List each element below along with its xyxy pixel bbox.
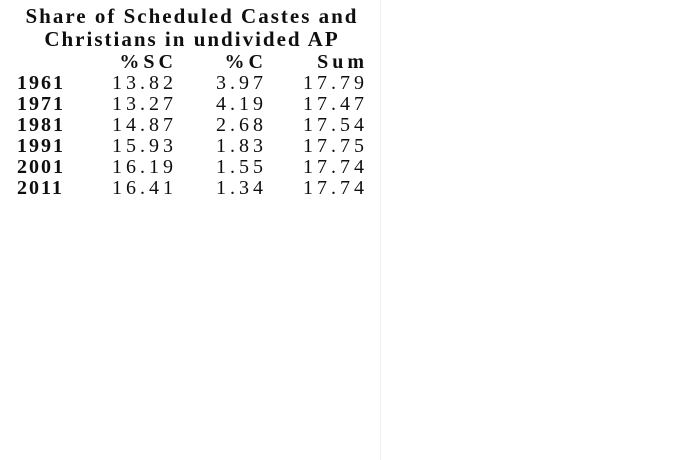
year-cell: 1971 <box>17 93 65 115</box>
sum-value-cell: 17.54 <box>303 114 368 136</box>
chart-title-line2: Christians in undivided AP <box>44 27 340 51</box>
header-sc-cell: %SC <box>119 51 177 73</box>
sc-value-cell: 13.82 <box>112 72 177 94</box>
sum-value-cell: 17.47 <box>303 93 368 115</box>
table-panel: Share of Scheduled Castes and Christians… <box>0 5 384 199</box>
chart-title-line1: Share of Scheduled Castes and <box>25 4 359 28</box>
year-cell: 1981 <box>17 114 65 136</box>
year-cell: 2001 <box>17 156 65 178</box>
c-value-cell: 1.34 <box>216 177 267 199</box>
table-row: 1961 13.82 3.97 17.79 <box>0 73 384 94</box>
year-cell: 1991 <box>17 135 65 157</box>
sum-value-cell: 17.74 <box>303 156 368 178</box>
table-row: 2011 16.41 1.34 17.74 <box>0 178 384 199</box>
c-value-cell: 1.83 <box>216 135 267 157</box>
c-value-cell: 2.68 <box>216 114 267 136</box>
sc-value-cell: 16.41 <box>112 177 177 199</box>
header-c-cell: %C <box>224 51 267 73</box>
sc-value-cell: 13.27 <box>112 93 177 115</box>
table-row: 1991 15.93 1.83 17.75 <box>0 136 384 157</box>
table-row: 1981 14.87 2.68 17.54 <box>0 115 384 136</box>
sc-value-cell: 15.93 <box>112 135 177 157</box>
c-value-cell: 4.19 <box>216 93 267 115</box>
c-value-cell: 1.55 <box>216 156 267 178</box>
table-row: 1971 13.27 4.19 17.47 <box>0 94 384 115</box>
table-row: 2001 16.19 1.55 17.74 <box>0 157 384 178</box>
sum-value-cell: 17.79 <box>303 72 368 94</box>
header-year-cell <box>0 52 70 73</box>
header-sum-cell: Sum <box>317 51 368 73</box>
chart-title: Share of Scheduled Castes and Christians… <box>0 5 384 51</box>
sum-value-cell: 17.74 <box>303 177 368 199</box>
year-cell: 2011 <box>17 177 64 199</box>
sum-value-cell: 17.75 <box>303 135 368 157</box>
content-boundary-line <box>380 0 381 460</box>
sc-value-cell: 14.87 <box>112 114 177 136</box>
c-value-cell: 3.97 <box>216 72 267 94</box>
sc-value-cell: 16.19 <box>112 156 177 178</box>
data-table: %SC %C Sum 1961 13.82 3.97 17.79 1971 13… <box>0 52 384 199</box>
table-header-row: %SC %C Sum <box>0 52 384 73</box>
year-cell: 1961 <box>17 72 65 94</box>
